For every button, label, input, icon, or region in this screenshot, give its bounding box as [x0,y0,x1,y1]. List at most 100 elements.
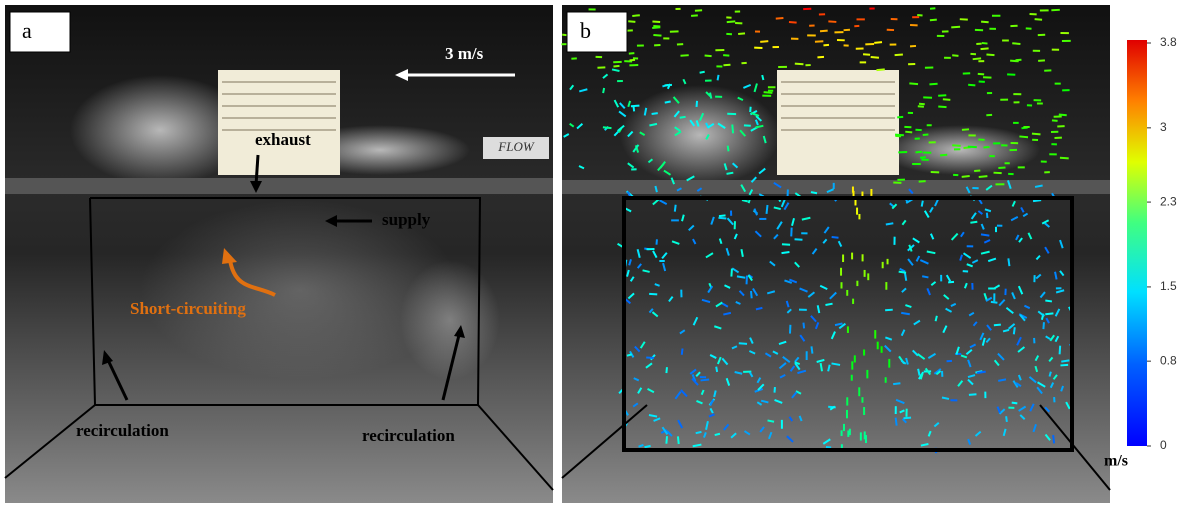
vector [981,22,989,23]
colorbar-gradient [1127,40,1147,446]
vector [998,167,1005,168]
vector [653,35,661,36]
vector [632,15,640,16]
colorbar-unit: m/s [1104,453,1128,470]
vector [1010,61,1019,62]
vector [768,420,775,421]
vector [811,346,812,353]
vector [652,113,658,114]
vector [981,48,989,49]
vector [742,200,748,201]
colorbar: m/s 00.81.52.333.8 [1104,35,1177,470]
vector [871,57,879,58]
vector [1014,327,1015,334]
vector [922,276,928,277]
vector [716,367,717,372]
vector [739,343,747,344]
vector [737,276,745,277]
vector [603,127,612,128]
vector [940,155,947,156]
panel-label-box [10,12,70,52]
vector [942,397,949,398]
vector [732,125,733,134]
vector [803,323,804,329]
vector [962,176,970,177]
vector [1043,322,1044,329]
vector [923,134,929,135]
vector [705,56,712,57]
vector [1019,136,1028,137]
colorbar-tick-label: 1.5 [1160,279,1177,293]
vector [723,55,729,56]
vector [1061,360,1069,361]
louver-box [777,70,899,175]
vector [920,157,926,158]
vector [719,215,726,216]
vector [895,135,904,136]
vector [901,313,910,314]
colorbar-tick-label: 0 [1160,438,1167,452]
short-circuit-label: Short-circuiting [130,299,246,318]
vector [918,369,919,376]
vector [731,269,732,277]
vector [876,69,884,70]
panel-a: FLOW a 3 m/s exhaust supply Short-circui… [5,5,553,503]
vector [666,436,667,444]
vector [795,64,804,65]
vector [646,357,654,358]
vector [666,367,667,373]
vector [738,33,745,34]
vector [952,145,960,146]
vector [1012,403,1018,404]
colorbar-tick-label: 3 [1160,120,1167,134]
vector [973,58,981,59]
vector [994,325,1001,326]
vector [936,316,937,321]
panel-label: b [580,18,591,43]
vector [760,41,768,42]
vector [603,88,604,93]
louver-box [218,70,340,175]
vector [700,72,705,73]
vector [727,21,736,22]
vector [930,20,937,21]
vector [628,21,635,22]
vector [627,354,632,355]
vector [986,54,994,55]
vector [895,54,903,55]
vector [665,101,671,102]
vector [974,170,980,171]
vector [691,15,698,16]
colorbar-tick-label: 3.8 [1160,35,1177,49]
smoke [400,260,500,380]
vector [978,74,984,75]
vector [962,129,969,130]
vector [874,42,882,43]
vector [820,31,828,32]
page: FLOW a 3 m/s exhaust supply Short-circui… [0,0,1186,506]
vector [741,249,742,257]
exhaust-label: exhaust [255,130,311,149]
vector [1008,258,1009,266]
vector [979,176,988,177]
vector [968,147,977,148]
vector [1006,416,1007,422]
vector [751,291,752,298]
vector [905,273,906,281]
vector [633,106,634,111]
vector [710,93,711,99]
vector [728,146,729,152]
vector [943,99,950,100]
vector [762,75,763,80]
flow-sign-text: FLOW [497,139,535,154]
vector [825,304,832,305]
vector [789,22,797,23]
vector [644,446,650,447]
vector [982,43,988,44]
vector [1059,115,1067,116]
vector [938,107,946,108]
vector [983,147,989,148]
vector [718,218,726,219]
vector [767,205,768,214]
vector [922,201,923,207]
